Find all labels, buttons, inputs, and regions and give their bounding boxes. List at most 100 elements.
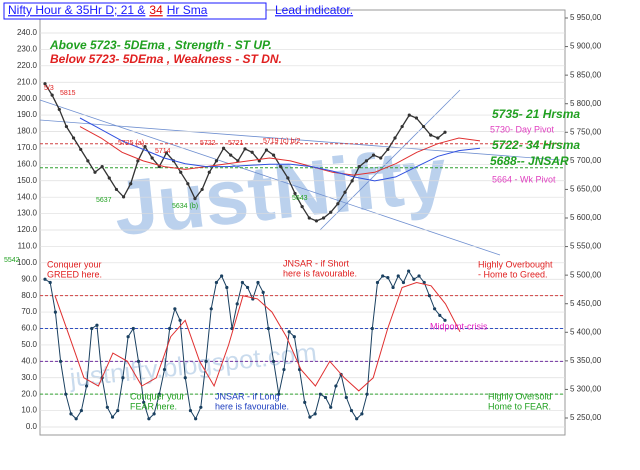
y-tick-label: 80.0 (21, 291, 37, 300)
point (293, 191, 297, 196)
annotation: JNSAR - if Short (283, 258, 350, 268)
annotation: JNSAR - if Long (215, 391, 280, 401)
point (292, 335, 296, 339)
point (186, 182, 190, 186)
y-tick-label: 190.0 (17, 110, 38, 119)
annotation: 5634 (b) (172, 203, 198, 210)
trend-line (39, 119, 561, 161)
point (357, 164, 361, 169)
y-tick-label: 50.0 (21, 340, 37, 349)
y-tick-label: 60.0 (21, 324, 37, 333)
point (157, 392, 161, 396)
point (105, 405, 109, 409)
point (355, 417, 359, 421)
point (179, 170, 183, 174)
point (364, 159, 369, 163)
point (188, 408, 193, 413)
point (200, 187, 204, 192)
y-tick-label: 240.0 (17, 28, 38, 37)
point (277, 392, 281, 396)
point (69, 412, 73, 416)
y-tick-label: 100.0 (17, 258, 38, 267)
point (204, 359, 208, 363)
point (421, 124, 426, 129)
plot-area (39, 9, 566, 436)
point (396, 274, 400, 278)
point (271, 153, 276, 157)
point (329, 210, 333, 214)
point (199, 405, 203, 409)
y-tick-label: 30.0 (21, 373, 37, 382)
point (271, 359, 276, 363)
point (71, 136, 76, 140)
y2-tick-label: 5 750,00 (570, 127, 602, 136)
point (114, 187, 119, 192)
annotation: Highly Oversold (488, 391, 552, 401)
point (86, 159, 90, 163)
point (422, 280, 426, 285)
point (386, 276, 390, 280)
y2-tick-label: 5 950,00 (570, 13, 602, 22)
y2-tick-label: 5 650,00 (570, 185, 602, 194)
point (300, 204, 304, 209)
point (43, 82, 47, 86)
trend-line (319, 89, 461, 231)
y2-tick-label: 5 250,00 (570, 413, 602, 422)
point (360, 412, 364, 416)
y-tick-label: 170.0 (17, 143, 38, 152)
title-box (3, 2, 267, 20)
point (126, 335, 130, 339)
title-part: 34 (149, 3, 163, 17)
annotation: Home to FEAR. (488, 401, 551, 411)
point (279, 164, 283, 169)
annotation: 5735- 21 Hrsma (492, 107, 580, 121)
y-tick-label: 200.0 (17, 94, 38, 103)
point (287, 330, 291, 334)
point (379, 156, 383, 160)
point (303, 400, 307, 404)
series-line (54, 281, 461, 392)
y2-tick-label: 5 600,00 (570, 213, 602, 222)
point (349, 408, 354, 413)
point (95, 323, 99, 327)
point (136, 359, 141, 363)
annotation: - Home to Greed. (478, 269, 548, 279)
point (321, 216, 326, 220)
annotation: 5722- 34 Hrsma (492, 138, 580, 152)
annotation: 5714 (155, 148, 171, 155)
point (323, 395, 328, 400)
point (53, 310, 57, 314)
annotation: 5815 (60, 90, 76, 97)
point (168, 326, 172, 331)
y-tick-label: 150.0 (17, 176, 38, 185)
point (429, 133, 433, 137)
title-part: Nifty Hour & 35Hr D; 21 & (8, 3, 145, 17)
point (221, 146, 226, 150)
point (412, 277, 416, 281)
point (427, 294, 432, 298)
point (150, 156, 154, 160)
point (90, 326, 94, 331)
point (443, 130, 447, 134)
series-line (79, 117, 481, 182)
point (214, 280, 219, 285)
title-part: Hr Sma (167, 3, 208, 17)
point (313, 412, 317, 416)
y-tick-label: 20.0 (21, 389, 37, 398)
point (400, 124, 404, 129)
y-tick-label: 130.0 (17, 209, 38, 218)
point (107, 176, 111, 180)
annotation: 5725 (a) (118, 140, 144, 147)
point (143, 144, 147, 149)
point (256, 280, 260, 285)
point (386, 147, 390, 152)
point (178, 318, 182, 322)
y-tick-label: 180.0 (17, 127, 38, 136)
point (307, 216, 311, 220)
y-tick-label: 220.0 (17, 61, 38, 70)
annotation: 5722 (200, 140, 216, 147)
annotation: 5637 (96, 197, 112, 204)
y2-tick-label: 5 900,00 (570, 42, 602, 51)
point (257, 159, 261, 163)
